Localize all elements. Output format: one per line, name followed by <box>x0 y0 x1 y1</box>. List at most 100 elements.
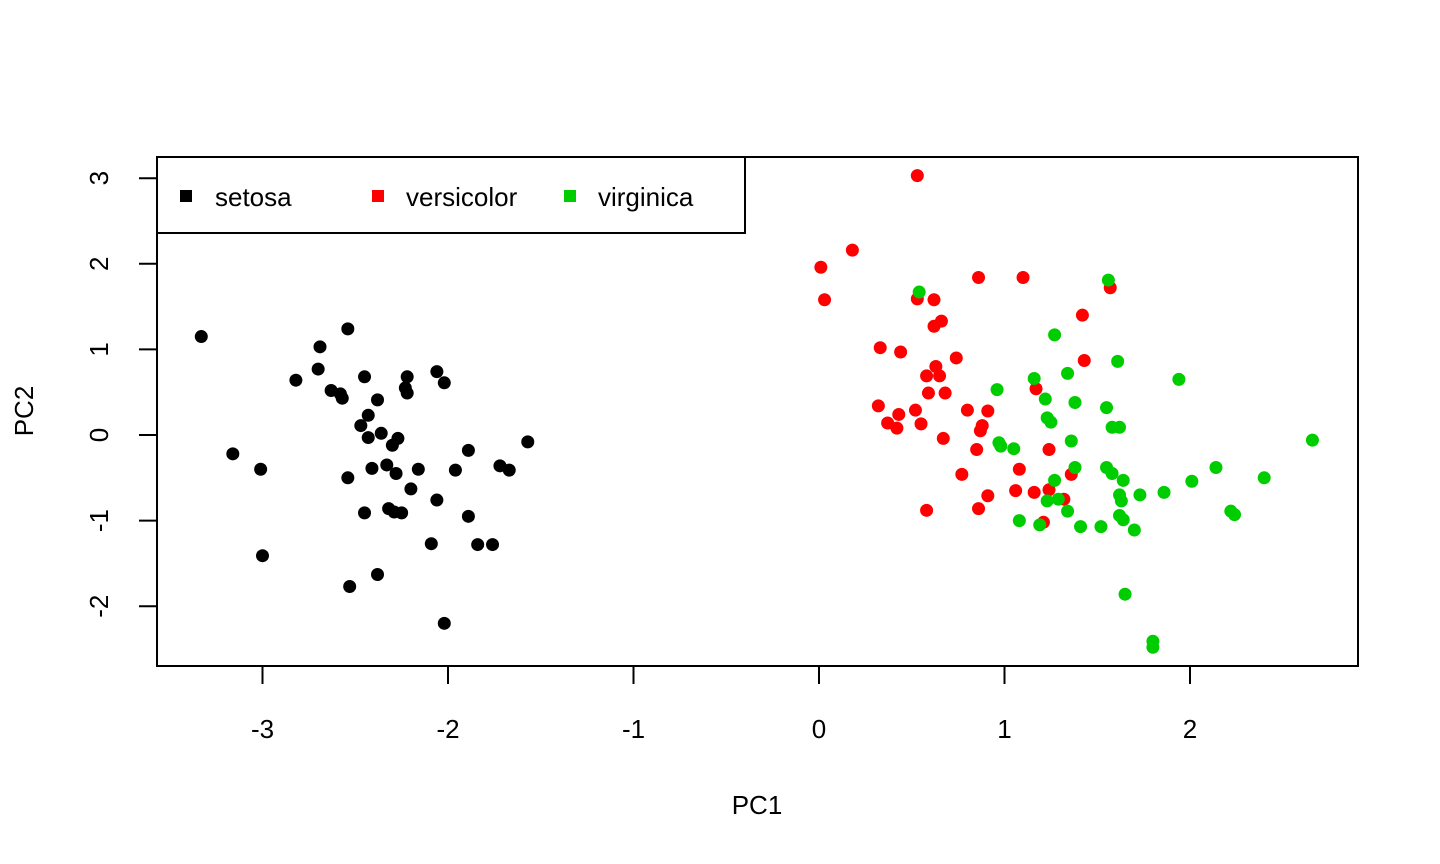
data-point-setosa <box>404 482 418 496</box>
y-tick-label: -2 <box>84 595 114 618</box>
data-point-virginica <box>1116 473 1130 487</box>
data-point-versicolor <box>892 407 906 421</box>
x-tick-label: -1 <box>622 714 645 744</box>
data-point-versicolor <box>981 404 995 418</box>
data-point-versicolor <box>1042 483 1056 497</box>
data-point-versicolor <box>960 403 974 417</box>
data-point-setosa <box>430 493 444 507</box>
data-point-setosa <box>341 471 355 485</box>
data-point-versicolor <box>1009 484 1023 498</box>
data-point-virginica <box>1305 433 1319 447</box>
data-point-virginica <box>1133 488 1147 502</box>
data-point-versicolor <box>955 467 969 481</box>
data-point-versicolor <box>910 169 924 183</box>
data-point-setosa <box>374 426 388 440</box>
y-tick-label: -1 <box>84 509 114 532</box>
data-point-virginica <box>1094 520 1108 534</box>
data-point-virginica <box>1101 273 1115 287</box>
data-point-virginica <box>1044 415 1058 429</box>
data-point-virginica <box>912 285 926 299</box>
data-point-virginica <box>1051 492 1065 506</box>
data-point-setosa <box>437 376 451 390</box>
data-point-setosa <box>365 461 379 475</box>
data-point-setosa <box>194 330 208 344</box>
data-point-virginica <box>1007 442 1021 456</box>
y-axis-title: PC2 <box>9 386 39 437</box>
data-point-setosa <box>502 463 516 477</box>
y-axis: -2 -1 0 1 2 3 <box>84 171 158 618</box>
legend-marker-virginica <box>564 190 576 202</box>
data-point-versicolor <box>873 341 887 355</box>
data-point-setosa <box>461 509 475 523</box>
data-point-setosa <box>341 322 355 336</box>
legend-label-versicolor: versicolor <box>406 182 518 212</box>
data-point-versicolor <box>890 421 904 435</box>
data-point-virginica <box>1209 461 1223 475</box>
data-point-versicolor <box>1027 485 1041 499</box>
data-point-setosa <box>391 431 405 445</box>
data-point-virginica <box>1118 587 1132 601</box>
data-point-setosa <box>400 370 414 384</box>
legend-items: setosa versicolor virginica <box>180 182 694 212</box>
data-point-versicolor <box>927 293 941 307</box>
data-point-versicolor <box>1042 443 1056 457</box>
data-point-versicolor <box>927 319 941 333</box>
legend-label-setosa: setosa <box>215 182 292 212</box>
data-point-versicolor <box>914 417 928 431</box>
data-point-virginica <box>1157 485 1171 499</box>
data-point-versicolor <box>973 424 987 438</box>
x-tick-label: 0 <box>812 714 826 744</box>
data-point-setosa <box>371 568 385 582</box>
data-point-setosa <box>361 408 375 422</box>
legend-label-virginica: virginica <box>598 182 694 212</box>
data-point-versicolor <box>949 351 963 365</box>
data-point-versicolor <box>818 293 832 307</box>
y-tick-label: 1 <box>84 342 114 356</box>
data-point-setosa <box>437 616 451 630</box>
data-point-setosa <box>358 370 372 384</box>
data-point-setosa <box>343 580 357 594</box>
data-point-versicolor <box>920 369 934 383</box>
data-point-versicolor <box>908 403 922 417</box>
x-tick-label: -2 <box>436 714 459 744</box>
data-point-virginica <box>1257 471 1271 485</box>
data-point-virginica <box>1100 401 1114 415</box>
data-point-setosa <box>461 443 475 457</box>
data-point-virginica <box>1048 328 1062 342</box>
data-point-setosa <box>471 538 485 552</box>
data-point-versicolor <box>1012 462 1026 476</box>
data-point-virginica <box>1127 523 1141 537</box>
data-point-virginica <box>1038 392 1052 406</box>
data-point-setosa <box>254 462 268 476</box>
data-point-versicolor <box>972 502 986 516</box>
data-point-setosa <box>226 447 240 461</box>
x-axis: -3 -2 -1 0 1 2 <box>251 665 1197 744</box>
data-point-versicolor <box>845 243 859 257</box>
y-tick-label: 2 <box>84 257 114 271</box>
data-point-virginica <box>1040 494 1054 508</box>
data-point-virginica <box>1033 518 1047 532</box>
x-tick-label: 2 <box>1183 714 1197 744</box>
data-point-setosa <box>313 340 327 354</box>
data-point-virginica <box>1111 354 1125 368</box>
data-point-versicolor <box>921 386 935 400</box>
data-point-setosa <box>311 362 325 376</box>
legend: setosa versicolor virginica <box>156 156 746 234</box>
data-point-versicolor <box>1077 354 1091 368</box>
data-point-setosa <box>424 537 438 551</box>
data-point-virginica <box>1113 420 1127 434</box>
data-point-setosa <box>411 462 425 476</box>
data-point-setosa <box>361 431 375 445</box>
data-point-virginica <box>1012 514 1026 528</box>
data-point-setosa <box>256 549 269 563</box>
data-point-virginica <box>1061 504 1075 518</box>
data-point-versicolor <box>814 260 828 274</box>
data-point-setosa <box>358 506 372 520</box>
points-layer <box>194 169 1319 654</box>
data-point-virginica <box>1068 395 1082 409</box>
y-tick-label: 0 <box>84 428 114 442</box>
y-tick-label: 3 <box>84 171 114 185</box>
data-point-virginica <box>994 439 1008 453</box>
data-point-setosa <box>486 538 500 552</box>
